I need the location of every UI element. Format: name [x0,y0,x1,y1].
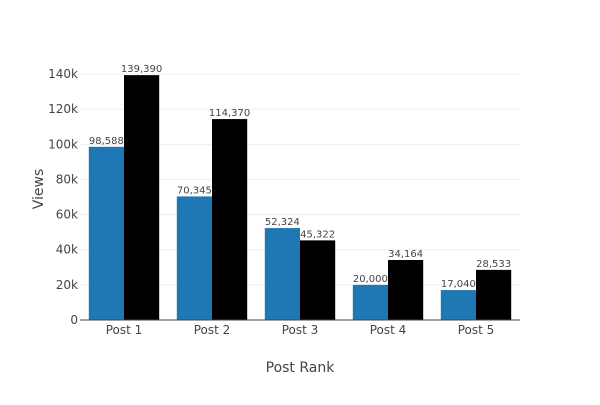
bars [88,75,512,321]
bar [300,240,336,320]
bar [212,119,248,320]
x-tick-label: Post 4 [370,323,407,337]
x-axis-title: Post Rank [266,360,336,376]
y-tick-label: 40k [56,243,78,257]
y-tick-label: 120k [48,102,78,116]
y-tick-label: 0 [70,313,78,327]
y-tick-label: 140k [48,67,78,81]
x-tick-label: Post 5 [458,323,495,337]
bar-value-label: 98,588 [89,136,124,147]
bar-value-label: 45,322 [300,229,335,240]
bar-value-label: 34,164 [388,249,423,260]
y-axis-title: Views [31,169,47,210]
x-tick-labels: Post 1 Post 2 Post 3 Post 4 Post 5 [106,323,495,337]
bar-value-label: 28,533 [476,259,511,270]
y-tick-label: 80k [56,172,78,186]
bar [440,290,476,320]
bar [388,259,424,320]
y-tick-label: 100k [48,137,78,151]
x-tick-label: Post 2 [194,323,231,337]
bar-value-label: 114,370 [209,108,250,119]
bar [88,146,124,320]
bar-value-label: 52,324 [265,217,300,228]
bar [352,284,388,320]
bar-value-label: 70,345 [177,185,212,196]
bar [124,75,160,321]
y-tick-labels: 0 20k 40k 60k 80k 100k 120k 140k [48,67,78,327]
bar [176,196,212,320]
bar [264,228,300,320]
bar [476,269,512,320]
x-tick-label: Post 1 [106,323,143,337]
bar-value-label: 17,040 [441,279,476,290]
y-tick-label: 20k [56,278,78,292]
x-tick-label: Post 3 [282,323,319,337]
bar-value-label: 139,390 [121,64,162,75]
bar-value-label: 20,000 [353,274,388,285]
y-tick-label: 60k [56,208,78,222]
